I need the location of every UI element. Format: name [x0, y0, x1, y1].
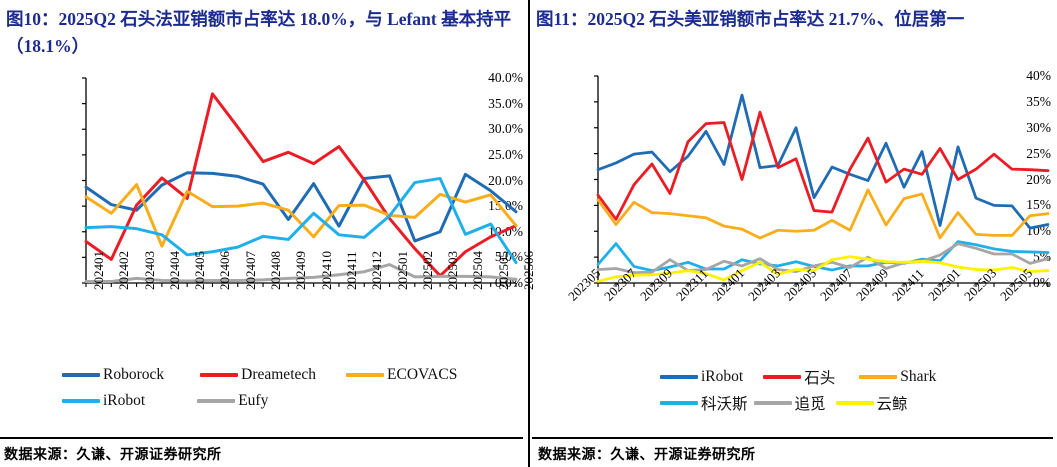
legend-swatch-icon — [859, 375, 898, 379]
right-plot-svg — [594, 75, 1050, 287]
series-line-0 — [596, 93, 1050, 230]
x-tick-label: 202502 — [419, 251, 435, 290]
x-tick-label: 202406 — [217, 251, 233, 290]
legend-swatch-icon — [753, 401, 792, 405]
right-source-note: 数据来源：久谦、开源证券研究所 — [538, 448, 756, 463]
x-tick-label: 202503 — [445, 251, 461, 290]
series-line-3 — [84, 176, 518, 264]
left-figure-title: 图10：2025Q2 石头法亚销额市占率达 18.0%，与 Lefant 基本持… — [6, 9, 512, 56]
x-tick-label: 202403 — [141, 251, 157, 290]
legend-item-Shark[interactable]: Shark — [859, 368, 936, 386]
x-tick-label: 202412 — [369, 251, 385, 290]
legend-label: Shark — [900, 368, 937, 385]
legend-swatch-icon — [763, 375, 802, 379]
left-chart-area: 0.0% 5.0% 10.0% 15.0% 20.0% 25.0% 30.0% 35.0% 40… — [8, 70, 536, 355]
legend-label: iRobot — [701, 368, 744, 385]
legend-row: 科沃斯 追觅 云鲸 — [660, 392, 908, 414]
legend-item-Dreametech[interactable]: Dreametech — [200, 366, 316, 384]
legend-label: 石头 — [804, 370, 836, 387]
legend-label: Dreametech — [241, 366, 317, 383]
y-tick-label: 20.0% — [488, 172, 523, 188]
x-tick-label: 202411 — [343, 251, 359, 290]
legend-swatch-icon — [62, 399, 100, 403]
y-tick-label: 15% — [1026, 197, 1051, 213]
legend-swatch-icon — [835, 401, 874, 405]
legend-item-Roborock[interactable]: Roborock — [62, 366, 164, 384]
legend-row: Roborock Dreametech ECOVACS — [62, 366, 457, 384]
legend-item-ECOVACS[interactable]: ECOVACS — [346, 366, 457, 384]
x-tick-label: 202505 — [495, 251, 511, 290]
y-tick-label: 35.0% — [488, 95, 523, 111]
legend-label: Roborock — [103, 366, 165, 383]
x-tick-label: 202504 — [470, 251, 486, 290]
legend-label: 科沃斯 — [701, 396, 748, 413]
right-footer-rule — [532, 437, 1053, 439]
left-footer-rule — [0, 437, 523, 439]
y-tick-label: 40.0% — [488, 70, 523, 85]
legend-item-iRobot[interactable]: iRobot — [660, 368, 743, 386]
legend-item-Eufy[interactable]: Eufy — [197, 392, 268, 410]
legend-item-追觅[interactable]: 追觅 — [753, 392, 826, 414]
y-tick-label: 25.0% — [488, 146, 523, 162]
x-tick-label: 202410 — [318, 251, 334, 290]
x-tick-label: 202402 — [116, 251, 132, 290]
x-tick-label: 202501 — [394, 251, 410, 290]
legend-item-石头[interactable]: 石头 — [763, 366, 835, 388]
legend-label: 云鲸 — [876, 396, 908, 413]
left-legend: Roborock Dreametech ECOVACS iRobot Eufy — [40, 366, 520, 422]
legend-swatch-icon — [200, 373, 239, 377]
y-tick-label: 35% — [1026, 93, 1051, 109]
series-line-4 — [84, 263, 518, 283]
x-tick-label: 202405 — [192, 251, 208, 290]
legend-label: 追觅 — [794, 396, 826, 413]
panel-divider — [528, 0, 530, 467]
y-tick-label: 30.0% — [488, 121, 523, 137]
legend-swatch-icon — [660, 401, 698, 405]
x-tick-label: 202409 — [293, 251, 309, 290]
series-line-5 — [596, 255, 1050, 283]
legend-item-云鲸[interactable]: 云鲸 — [835, 392, 908, 414]
legend-swatch-icon — [346, 373, 385, 377]
y-tick-label: 25% — [1026, 145, 1051, 161]
series-line-2 — [84, 183, 518, 248]
legend-item-科沃斯[interactable]: 科沃斯 — [660, 392, 748, 414]
legend-row: iRobot 石头 Shark — [660, 366, 936, 388]
legend-swatch-icon — [197, 399, 236, 403]
legend-label: iRobot — [103, 392, 146, 409]
legend-label: ECOVACS — [387, 366, 458, 383]
series-line-1 — [596, 110, 1050, 221]
x-tick-label: 202407 — [242, 251, 258, 290]
series-line-1 — [84, 92, 518, 278]
series-line-3 — [596, 240, 1050, 272]
legend-swatch-icon — [660, 375, 698, 379]
x-tick-label: 202401 — [91, 251, 106, 290]
x-tick-label: 202404 — [166, 251, 182, 290]
y-tick-label: 30% — [1026, 119, 1051, 135]
right-figure-title: 图11：2025Q2 石头美亚销额市占率达 21.7%、位居第一 — [536, 9, 965, 29]
legend-label: Eufy — [238, 392, 269, 409]
right-chart-area: 0% 5% 10% 15% 20% 25% 30% 35% 40% 202305 202307 20… — [536, 64, 1051, 359]
legend-item-iRobot[interactable]: iRobot — [62, 392, 145, 410]
left-chart-panel: 图10：2025Q2 石头法亚销额市占率达 18.0%，与 Lefant 基本持… — [0, 0, 536, 467]
y-tick-label: 20% — [1026, 171, 1051, 187]
x-tick-label: 202408 — [268, 251, 284, 290]
legend-swatch-icon — [62, 373, 100, 377]
left-source-note: 数据来源：久谦、开源证券研究所 — [4, 448, 222, 463]
right-legend: iRobot 石头 Shark 科沃斯 追觅 云鲸 — [550, 366, 1050, 422]
series-line-0 — [84, 171, 518, 243]
legend-row: iRobot Eufy — [62, 392, 268, 410]
series-line-2 — [596, 188, 1050, 240]
y-tick-label: 40% — [1026, 68, 1051, 83]
right-chart-panel: 图11：2025Q2 石头美亚销额市占率达 21.7%、位居第一 0% 5% 10%… — [530, 0, 1057, 467]
left-plot-svg — [82, 77, 518, 287]
